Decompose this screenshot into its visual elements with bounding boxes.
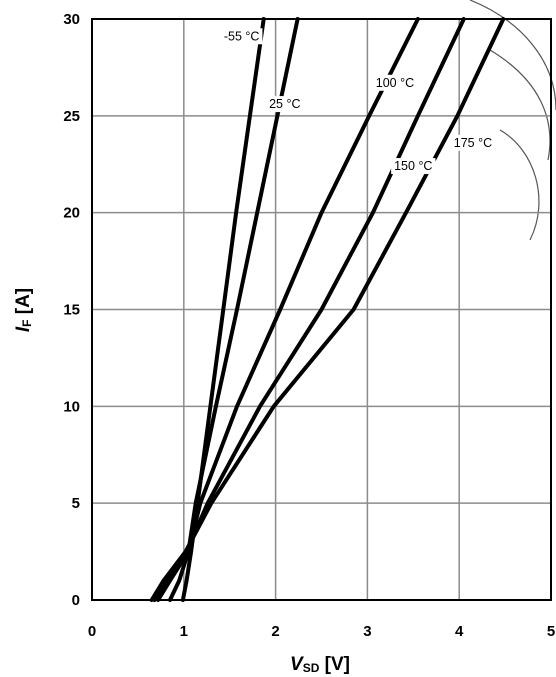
watermark-arc (469, 0, 556, 111)
y-axis-title-sub: F (20, 320, 34, 327)
y-axis-title: IF [A] (13, 288, 34, 332)
series-label-background (372, 74, 418, 91)
y-tick-label: 25 (63, 108, 80, 125)
series-label-background (391, 158, 436, 175)
series-label-background (266, 96, 304, 113)
x-axis-title-unit: [V] (319, 654, 350, 675)
series-line (149, 17, 506, 602)
series-label-group: 150 °C (391, 158, 436, 175)
y-tick-labels: 0 5 10 15 20 25 30 (63, 11, 80, 609)
series-label: 100 °C (376, 76, 414, 90)
watermark-logo (469, 0, 556, 241)
watermark-arc (499, 129, 540, 241)
x-axis-title-sub: SD (303, 661, 320, 675)
series-labels: -55 °C 25 °C 100 °C 150 °C 175 °C (220, 28, 496, 175)
watermark-arc (489, 49, 551, 161)
y-tick-label: 15 (63, 302, 80, 319)
x-tick-label: 2 (271, 623, 279, 640)
x-tick-label: 5 (547, 623, 555, 640)
y-tick-label: 20 (63, 205, 80, 222)
x-tick-label: 4 (455, 623, 464, 640)
series-label-group: 175 °C (450, 134, 496, 151)
plot-frame (91, 18, 552, 601)
x-tick-label: 3 (363, 623, 371, 640)
y-tick-label: 0 (72, 592, 80, 609)
series-label: 25 °C (269, 97, 300, 111)
series-label-group: -55 °C (220, 28, 263, 45)
series-line (168, 17, 300, 602)
y-tick-label: 10 (63, 398, 80, 415)
curves (149, 17, 506, 602)
y-axis-title-main: I (13, 326, 34, 332)
series-label-group: 25 °C (266, 96, 304, 113)
x-tick-labels: 0 1 2 3 4 5 (88, 623, 555, 640)
y-axis-title-unit: [A] (13, 288, 34, 320)
series-line (180, 17, 266, 602)
series-label: 175 °C (454, 136, 492, 150)
series-line (156, 17, 420, 602)
x-axis-title-main: V (290, 654, 304, 675)
x-tick-label: 0 (88, 623, 96, 640)
series-label-background (220, 28, 263, 45)
x-tick-label: 1 (180, 623, 188, 640)
series-label-background (450, 134, 496, 151)
y-tick-label: 5 (72, 495, 80, 512)
y-tick-label: 30 (63, 11, 80, 28)
series-label: 150 °C (394, 159, 432, 173)
series-label: -55 °C (224, 29, 260, 43)
x-axis-title: VSD [V] (290, 654, 350, 675)
series-label-group: 100 °C (372, 74, 418, 91)
